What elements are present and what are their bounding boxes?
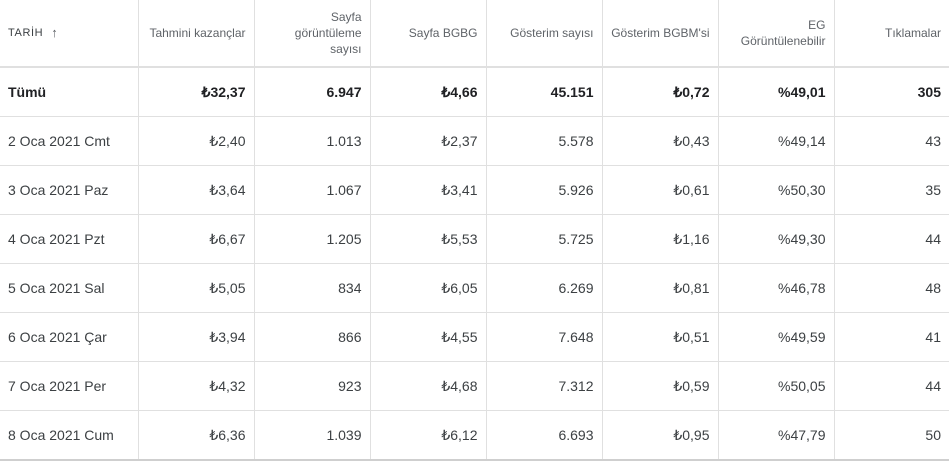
table-row: 7 Oca 2021 Per ₺4,32 923 ₺4,68 7.312 ₺0,… bbox=[0, 361, 949, 411]
table-cell: ₺0,43 bbox=[602, 116, 719, 166]
column-header-estimated-earnings[interactable]: Tahmini kazançlar bbox=[138, 0, 255, 68]
table-cell: 45.151 bbox=[486, 67, 603, 117]
table-row: 4 Oca 2021 Pzt ₺6,67 1.205 ₺5,53 5.725 ₺… bbox=[0, 214, 949, 264]
table-cell: ₺0,72 bbox=[602, 67, 719, 117]
table-cell: 7.648 bbox=[486, 312, 603, 362]
table-cell: 1.013 bbox=[254, 116, 371, 166]
table-cell: ₺4,55 bbox=[370, 312, 487, 362]
table-cell: ₺3,94 bbox=[138, 312, 255, 362]
table-cell: ₺0,81 bbox=[602, 263, 719, 313]
table-cell: ₺32,37 bbox=[138, 67, 255, 117]
column-header-date-label: TARİH bbox=[8, 27, 44, 39]
table-cell: ₺1,16 bbox=[602, 214, 719, 264]
column-header-impressions[interactable]: Gösterim sayısı bbox=[486, 0, 603, 68]
table-cell: 35 bbox=[834, 165, 949, 215]
total-label: Tümü bbox=[0, 67, 139, 117]
table-cell: 834 bbox=[254, 263, 371, 313]
table-row: 6 Oca 2021 Çar ₺3,94 866 ₺4,55 7.648 ₺0,… bbox=[0, 312, 949, 362]
table-cell: %49,59 bbox=[718, 312, 835, 362]
table-cell: 44 bbox=[834, 214, 949, 264]
table-cell: 1.039 bbox=[254, 410, 371, 460]
table-cell: 6.947 bbox=[254, 67, 371, 117]
date-cell: 3 Oca 2021 Paz bbox=[0, 165, 139, 215]
table-cell: 43 bbox=[834, 116, 949, 166]
table-cell: ₺3,41 bbox=[370, 165, 487, 215]
arrow-up-icon[interactable]: ↑ bbox=[51, 25, 59, 40]
header-row: TARİH ↑ Tahmini kazançlar Sayfa görüntüle… bbox=[0, 0, 949, 68]
table-cell: %50,05 bbox=[718, 361, 835, 411]
column-header-page-rpm[interactable]: Sayfa BGBG bbox=[370, 0, 487, 68]
column-header-page-views[interactable]: Sayfa görüntüleme sayısı bbox=[254, 0, 371, 68]
table-cell: ₺4,66 bbox=[370, 67, 487, 117]
table-cell: ₺5,05 bbox=[138, 263, 255, 313]
table-cell: ₺5,53 bbox=[370, 214, 487, 264]
table-cell: 923 bbox=[254, 361, 371, 411]
table-cell: ₺2,37 bbox=[370, 116, 487, 166]
table-row: 5 Oca 2021 Sal ₺5,05 834 ₺6,05 6.269 ₺0,… bbox=[0, 263, 949, 313]
table-cell: %50,30 bbox=[718, 165, 835, 215]
table-cell: 5.725 bbox=[486, 214, 603, 264]
table-cell: ₺6,36 bbox=[138, 410, 255, 460]
date-cell: 8 Oca 2021 Cum bbox=[0, 410, 139, 460]
table-row: 8 Oca 2021 Cum ₺6,36 1.039 ₺6,12 6.693 ₺… bbox=[0, 410, 949, 460]
table-cell: %47,79 bbox=[718, 410, 835, 460]
table-cell: 7.312 bbox=[486, 361, 603, 411]
table-body: Tümü ₺32,37 6.947 ₺4,66 45.151 ₺0,72 %49… bbox=[0, 67, 949, 460]
table-cell: ₺2,40 bbox=[138, 116, 255, 166]
table-cell: 305 bbox=[834, 67, 949, 117]
table-cell: 6.269 bbox=[486, 263, 603, 313]
table-cell: %49,30 bbox=[718, 214, 835, 264]
date-cell: 6 Oca 2021 Çar bbox=[0, 312, 139, 362]
date-cell: 2 Oca 2021 Cmt bbox=[0, 116, 139, 166]
table-cell: 50 bbox=[834, 410, 949, 460]
table-cell: 48 bbox=[834, 263, 949, 313]
table-cell: %49,14 bbox=[718, 116, 835, 166]
table-cell: 44 bbox=[834, 361, 949, 411]
table-cell: %49,01 bbox=[718, 67, 835, 117]
table-cell: ₺6,12 bbox=[370, 410, 487, 460]
column-header-date[interactable]: TARİH ↑ bbox=[0, 0, 139, 68]
table-cell: ₺6,05 bbox=[370, 263, 487, 313]
table-cell: 5.926 bbox=[486, 165, 603, 215]
column-header-clicks[interactable]: Tıklamalar bbox=[834, 0, 949, 68]
table-cell: ₺0,59 bbox=[602, 361, 719, 411]
table-cell: ₺0,95 bbox=[602, 410, 719, 460]
table-cell: 1.205 bbox=[254, 214, 371, 264]
date-cell: 7 Oca 2021 Per bbox=[0, 361, 139, 411]
column-header-impression-rpm[interactable]: Gösterim BGBM'si bbox=[602, 0, 719, 68]
table-cell: 866 bbox=[254, 312, 371, 362]
table-row: 2 Oca 2021 Cmt ₺2,40 1.013 ₺2,37 5.578 ₺… bbox=[0, 116, 949, 166]
table-cell: ₺3,64 bbox=[138, 165, 255, 215]
table-cell: 41 bbox=[834, 312, 949, 362]
date-cell: 5 Oca 2021 Sal bbox=[0, 263, 139, 313]
column-header-active-view-viewable[interactable]: EG Görüntülenebilir bbox=[718, 0, 835, 68]
table-cell: 6.693 bbox=[486, 410, 603, 460]
table-cell: 5.578 bbox=[486, 116, 603, 166]
table-row: 3 Oca 2021 Paz ₺3,64 1.067 ₺3,41 5.926 ₺… bbox=[0, 165, 949, 215]
date-cell: 4 Oca 2021 Pzt bbox=[0, 214, 139, 264]
table-header: TARİH ↑ Tahmini kazançlar Sayfa görüntüle… bbox=[0, 0, 949, 68]
table-cell: ₺4,68 bbox=[370, 361, 487, 411]
table-cell: 1.067 bbox=[254, 165, 371, 215]
table-cell: ₺6,67 bbox=[138, 214, 255, 264]
table-cell: ₺0,51 bbox=[602, 312, 719, 362]
total-row: Tümü ₺32,37 6.947 ₺4,66 45.151 ₺0,72 %49… bbox=[0, 67, 949, 117]
table-cell: ₺4,32 bbox=[138, 361, 255, 411]
table-cell: ₺0,61 bbox=[602, 165, 719, 215]
table-cell: %46,78 bbox=[718, 263, 835, 313]
table-bottom-divider bbox=[0, 459, 949, 461]
